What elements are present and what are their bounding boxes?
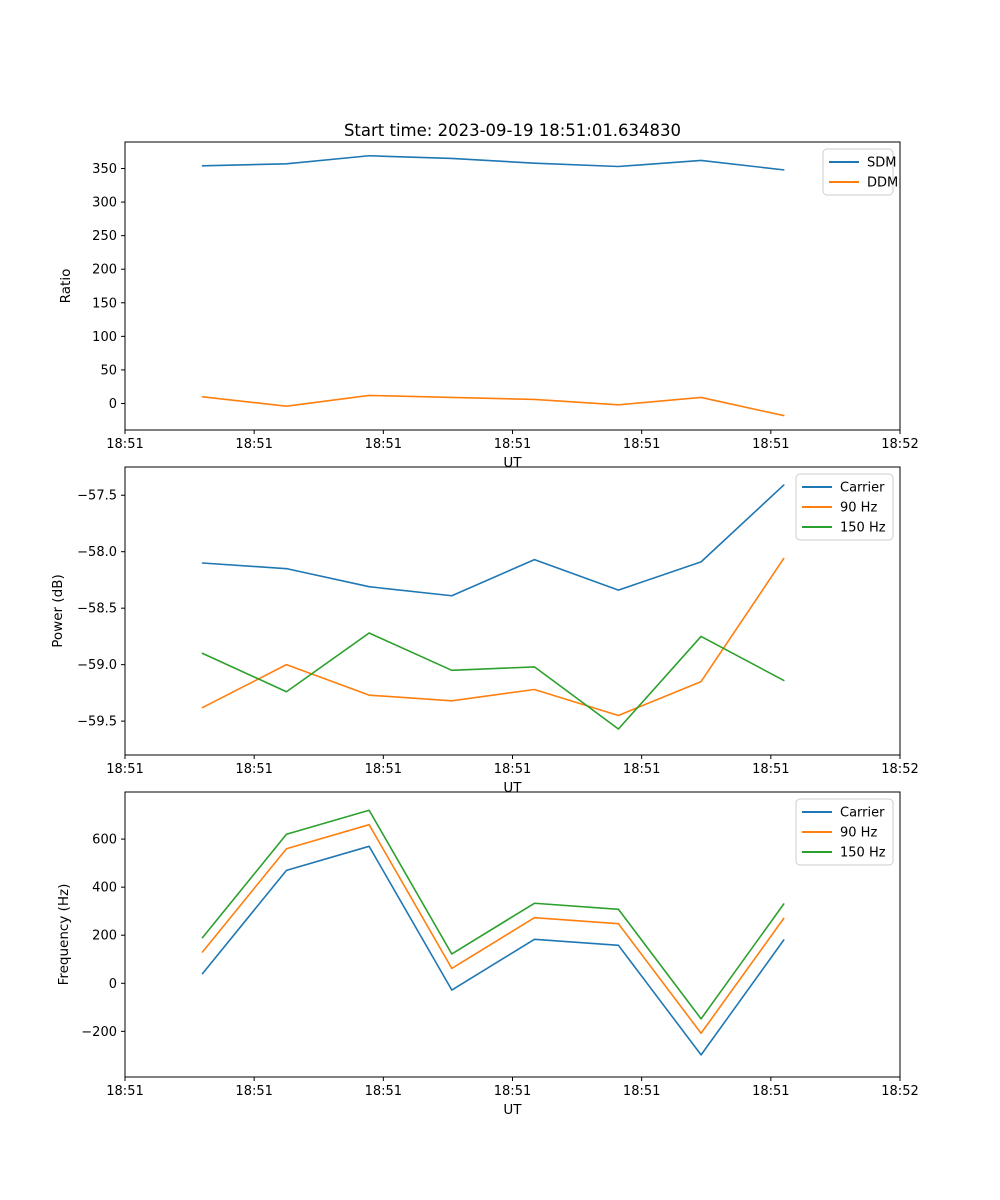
- legend-label: 150 Hz: [840, 846, 886, 861]
- legend-label: Carrier: [840, 806, 885, 821]
- legend-item-DDM: DDM: [829, 176, 898, 191]
- legend-item-Carrier: Carrier: [802, 481, 885, 496]
- x-tick-label: 18:51: [106, 1084, 143, 1099]
- axes-frame: [124, 791, 901, 1078]
- x-tick-label: 18:51: [623, 762, 660, 777]
- y-tick-label: −200: [81, 1025, 117, 1040]
- y-tick-label: −59.0: [77, 658, 117, 673]
- legend: SDM DDM: [822, 148, 898, 196]
- series-line-150-Hz: [201, 809, 785, 1020]
- y-tick-label: 100: [92, 330, 117, 345]
- legend-label: SDM: [867, 156, 896, 171]
- legend-label: DDM: [867, 176, 898, 191]
- series-line-DDM: [201, 394, 785, 417]
- legend-item-150-Hz: 150 Hz: [802, 521, 886, 536]
- y-tick-label: 350: [92, 162, 117, 177]
- x-tick-label: 18:51: [752, 437, 789, 452]
- y-tick-label: −59.5: [77, 715, 117, 730]
- y-tick-label: −58.0: [77, 545, 117, 560]
- series-line-SDM: [201, 154, 785, 171]
- series-line-Carrier: [201, 845, 785, 1056]
- y-tick-label: −58.5: [77, 602, 117, 617]
- power-chart: −59.5 −59.0 −58.5 −58.0 −57.5 Power (dB) 18:51…: [50, 466, 919, 796]
- x-tick-label: 18:51: [494, 1084, 531, 1099]
- y-axis: −200 0 200 400 600: [81, 833, 125, 1040]
- legend-item-SDM: SDM: [829, 156, 896, 171]
- x-tick-label: 18:51: [623, 437, 660, 452]
- x-tick-label: 18:52: [881, 762, 918, 777]
- x-axis: 18:51 18:51 18:51 18:51 18:51 18:51 18:52: [106, 430, 919, 452]
- figure-title: Start time: 2023-09-19 18:51:01.634830: [343, 121, 682, 140]
- legend-label: 90 Hz: [840, 501, 877, 516]
- series-line-150-Hz: [201, 632, 785, 730]
- y-tick-label: 400: [92, 881, 117, 896]
- axes-frame: [124, 141, 901, 431]
- series-line-90-Hz: [201, 557, 785, 717]
- y-tick-label: 0: [109, 397, 117, 412]
- y-tick-label: 200: [92, 929, 117, 944]
- legend-item-90-Hz: 90 Hz: [802, 826, 877, 841]
- y-axis-label: Power (dB): [50, 574, 66, 647]
- legend-label: 90 Hz: [840, 826, 877, 841]
- x-tick-label: 18:51: [494, 762, 531, 777]
- legend-frame: [795, 798, 894, 866]
- legend-frame: [822, 148, 894, 196]
- x-tick-label: 18:52: [881, 1084, 918, 1099]
- y-tick-label: 300: [92, 196, 117, 211]
- axes-frame: [124, 466, 901, 756]
- y-tick-label: 0: [109, 977, 117, 992]
- legend-item-90-Hz: 90 Hz: [802, 501, 877, 516]
- y-axis-label: Ratio: [58, 269, 74, 304]
- legend-label: Carrier: [840, 481, 885, 496]
- legend-item-Carrier: Carrier: [802, 806, 885, 821]
- x-axis: 18:51 18:51 18:51 18:51 18:51 18:51 18:52: [106, 755, 919, 777]
- x-tick-label: 18:51: [365, 1084, 402, 1099]
- x-tick-label: 18:51: [365, 762, 402, 777]
- legend-frame: [795, 473, 894, 541]
- legend: Carrier 90 Hz 150 Hz: [795, 473, 894, 541]
- x-axis-label: UT: [503, 1102, 522, 1118]
- x-tick-label: 18:51: [623, 1084, 660, 1099]
- y-tick-label: 600: [92, 833, 117, 848]
- y-axis: 0 50 100 150 200 250 300 350: [92, 162, 125, 412]
- x-tick-label: 18:51: [235, 1084, 272, 1099]
- x-axis-label: UT: [503, 455, 522, 471]
- x-tick-label: 18:51: [106, 762, 143, 777]
- series-line-90-Hz: [201, 823, 785, 1035]
- x-tick-label: 18:51: [235, 437, 272, 452]
- x-tick-label: 18:51: [494, 437, 531, 452]
- y-tick-label: 50: [100, 363, 117, 378]
- x-tick-label: 18:51: [235, 762, 272, 777]
- legend-item-150-Hz: 150 Hz: [802, 846, 886, 861]
- legend-label: 150 Hz: [840, 521, 886, 536]
- x-tick-label: 18:52: [881, 437, 918, 452]
- x-tick-label: 18:51: [752, 1084, 789, 1099]
- y-tick-label: 150: [92, 296, 117, 311]
- y-axis-label: Frequency (Hz): [56, 884, 72, 986]
- y-axis: −59.5 −59.0 −58.5 −58.0 −57.5: [77, 489, 125, 730]
- legend: Carrier 90 Hz 150 Hz: [795, 798, 894, 866]
- x-axis: 18:51 18:51 18:51 18:51 18:51 18:51 18:52: [106, 1077, 919, 1099]
- series-line-Carrier: [201, 484, 785, 597]
- y-tick-label: −57.5: [77, 489, 117, 504]
- x-axis-label: UT: [503, 780, 522, 796]
- x-tick-label: 18:51: [365, 437, 402, 452]
- x-tick-label: 18:51: [752, 762, 789, 777]
- y-tick-label: 250: [92, 229, 117, 244]
- y-tick-label: 200: [92, 263, 117, 278]
- x-tick-label: 18:51: [106, 437, 143, 452]
